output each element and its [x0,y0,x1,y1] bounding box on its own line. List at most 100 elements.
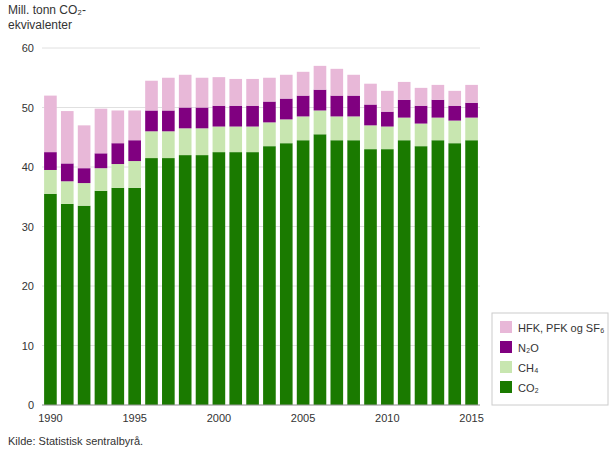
bar-segment [448,91,461,106]
bar-segment [128,140,141,161]
bar-segment [465,140,478,405]
bar-segment [78,206,91,405]
bar-segment [229,127,242,153]
grid-line [42,48,480,49]
y-tick-label: 0 [28,399,34,411]
grid-line [42,405,480,406]
bar-segment [61,204,74,405]
y-tick-label: 50 [22,102,34,114]
y-axis-label: Mill. tonn CO₂-ekvivalenter [8,3,86,32]
bar-segment [263,122,276,146]
grid-line [42,226,480,227]
bar-segment [95,109,108,154]
bar-segment [246,127,259,153]
bar-segment [263,78,276,102]
bar-segment [415,146,428,405]
chart: Mill. tonn CO₂-ekvivalenter0102030405060… [0,0,612,457]
y-tick-label: 30 [22,221,34,233]
bar-segment [162,110,175,131]
bar-segment [448,106,461,121]
bar-segment [314,90,327,111]
bar-segment [111,164,124,188]
bar-segment [364,84,377,105]
bar-segment [432,140,445,405]
bar-segment [145,158,158,405]
bar-segment [246,106,259,127]
bar-segment [330,116,343,140]
bar-segment [330,96,343,117]
legend-label: N₂O [518,342,539,354]
bar-segment [415,88,428,106]
bar-segment [347,75,360,96]
bar-segment [330,69,343,96]
bar-segment [162,158,175,405]
bar-segment [179,75,192,108]
grid-line [42,167,480,168]
bar-segment [61,163,74,181]
bar-segment [398,140,411,405]
bar-segment [78,125,91,168]
bar-segment [179,108,192,129]
bar-segment [179,155,192,405]
bar-segment [179,128,192,155]
bar-segment [297,140,310,405]
legend-label: CO₂ [518,382,539,394]
bar-segment [145,81,158,111]
bar-segment [432,100,445,118]
bar-segment [246,152,259,405]
bar-segment [145,131,158,158]
bar-segment [314,110,327,134]
legend-label: HFK, PFK og SF₆ [518,322,604,334]
bar-segment [95,153,108,168]
bar-segment [263,102,276,123]
bar-segment [111,110,124,143]
bar-segment [314,134,327,405]
bar-segment [280,99,293,120]
y-tick-label: 60 [22,42,34,54]
x-tick-label: 1990 [38,412,62,424]
bar-segment [95,168,108,191]
bar-segment [280,75,293,99]
x-tick-label: 2015 [459,412,483,424]
y-axis-label-line: Mill. tonn CO₂- [8,3,86,17]
bar-segment [347,116,360,140]
bar-segment [432,118,445,141]
bar-segment [196,78,209,108]
bar-segment [398,82,411,100]
legend-frame [492,313,608,405]
bar-segment [213,77,226,106]
bar-segment [364,149,377,405]
bar-segment [128,188,141,405]
bar-segment [196,155,209,405]
bar-segment [297,116,310,140]
y-axis-label-line: ekvivalenter [8,18,72,32]
bar-segment [280,119,293,143]
legend: HFK, PFK og SF₆N₂OCH₄CO₂ [492,313,608,405]
bar-segment [314,66,327,90]
bar-segment [78,183,91,206]
x-tick-label: 2010 [375,412,399,424]
bar-segment [44,96,57,153]
bar-segment [465,118,478,141]
bar-segment [347,96,360,117]
bar-segment [44,152,57,170]
bar-segment [229,106,242,127]
bar-segment [61,181,74,204]
x-axis-line [42,405,480,406]
y-tick-label: 10 [22,340,34,352]
bar-segment [280,143,293,405]
bar-segment [162,78,175,111]
bar-segment [432,85,445,100]
bar-segment [44,194,57,405]
bar-segment [448,121,461,144]
legend-swatch [500,361,512,373]
x-tick-label: 2005 [291,412,315,424]
y-tick-label: 20 [22,280,34,292]
bar-segment [448,143,461,405]
bars [44,66,478,405]
bar-segment [78,168,91,183]
legend-swatch [500,341,512,353]
bar-segment [398,118,411,141]
bar-segment [196,108,209,129]
bar-segment [415,124,428,147]
